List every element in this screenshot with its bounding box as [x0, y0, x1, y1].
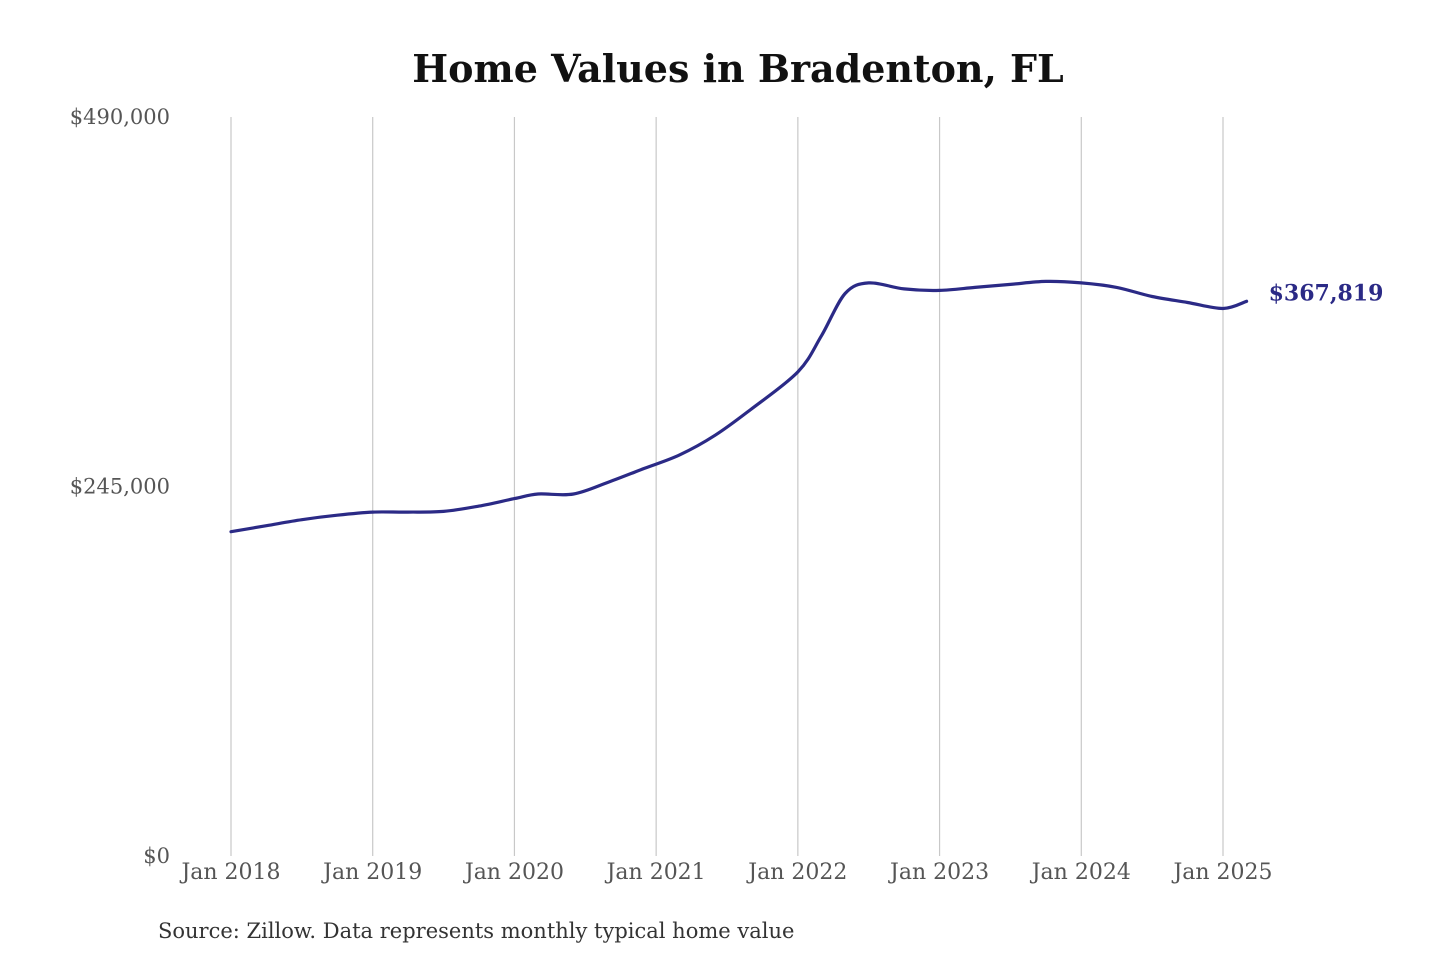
x-tick-label: Jan 2020 — [463, 860, 564, 885]
x-axis-ticks: Jan 2018 Jan 2019 Jan 2020 Jan 2021 Jan 2022… — [179, 860, 1272, 885]
y-tick-label: $245,000 — [70, 475, 170, 499]
x-tick-label: Jan 2022 — [746, 860, 847, 885]
x-tick-label: Jan 2021 — [605, 860, 706, 885]
y-tick-label: $490,000 — [70, 105, 170, 129]
home-value-line — [229, 279, 1249, 534]
source-note: Source: Zillow. Data represents monthly … — [158, 919, 794, 943]
x-tick-label: Jan 2024 — [1030, 860, 1131, 885]
x-tick-label: Jan 2025 — [1171, 860, 1272, 885]
x-tick-label: Jan 2018 — [179, 860, 280, 885]
y-tick-label: $0 — [143, 844, 170, 868]
chart-title: Home Values in Bradenton, FL — [412, 46, 1063, 91]
gridlines — [230, 117, 1224, 856]
x-tick-label: Jan 2023 — [888, 860, 989, 885]
last-value-label: $367,819 — [1269, 280, 1384, 306]
x-tick-label: Jan 2019 — [321, 860, 422, 885]
y-axis-ticks: $490,000 $245,000 $0 — [70, 105, 170, 868]
